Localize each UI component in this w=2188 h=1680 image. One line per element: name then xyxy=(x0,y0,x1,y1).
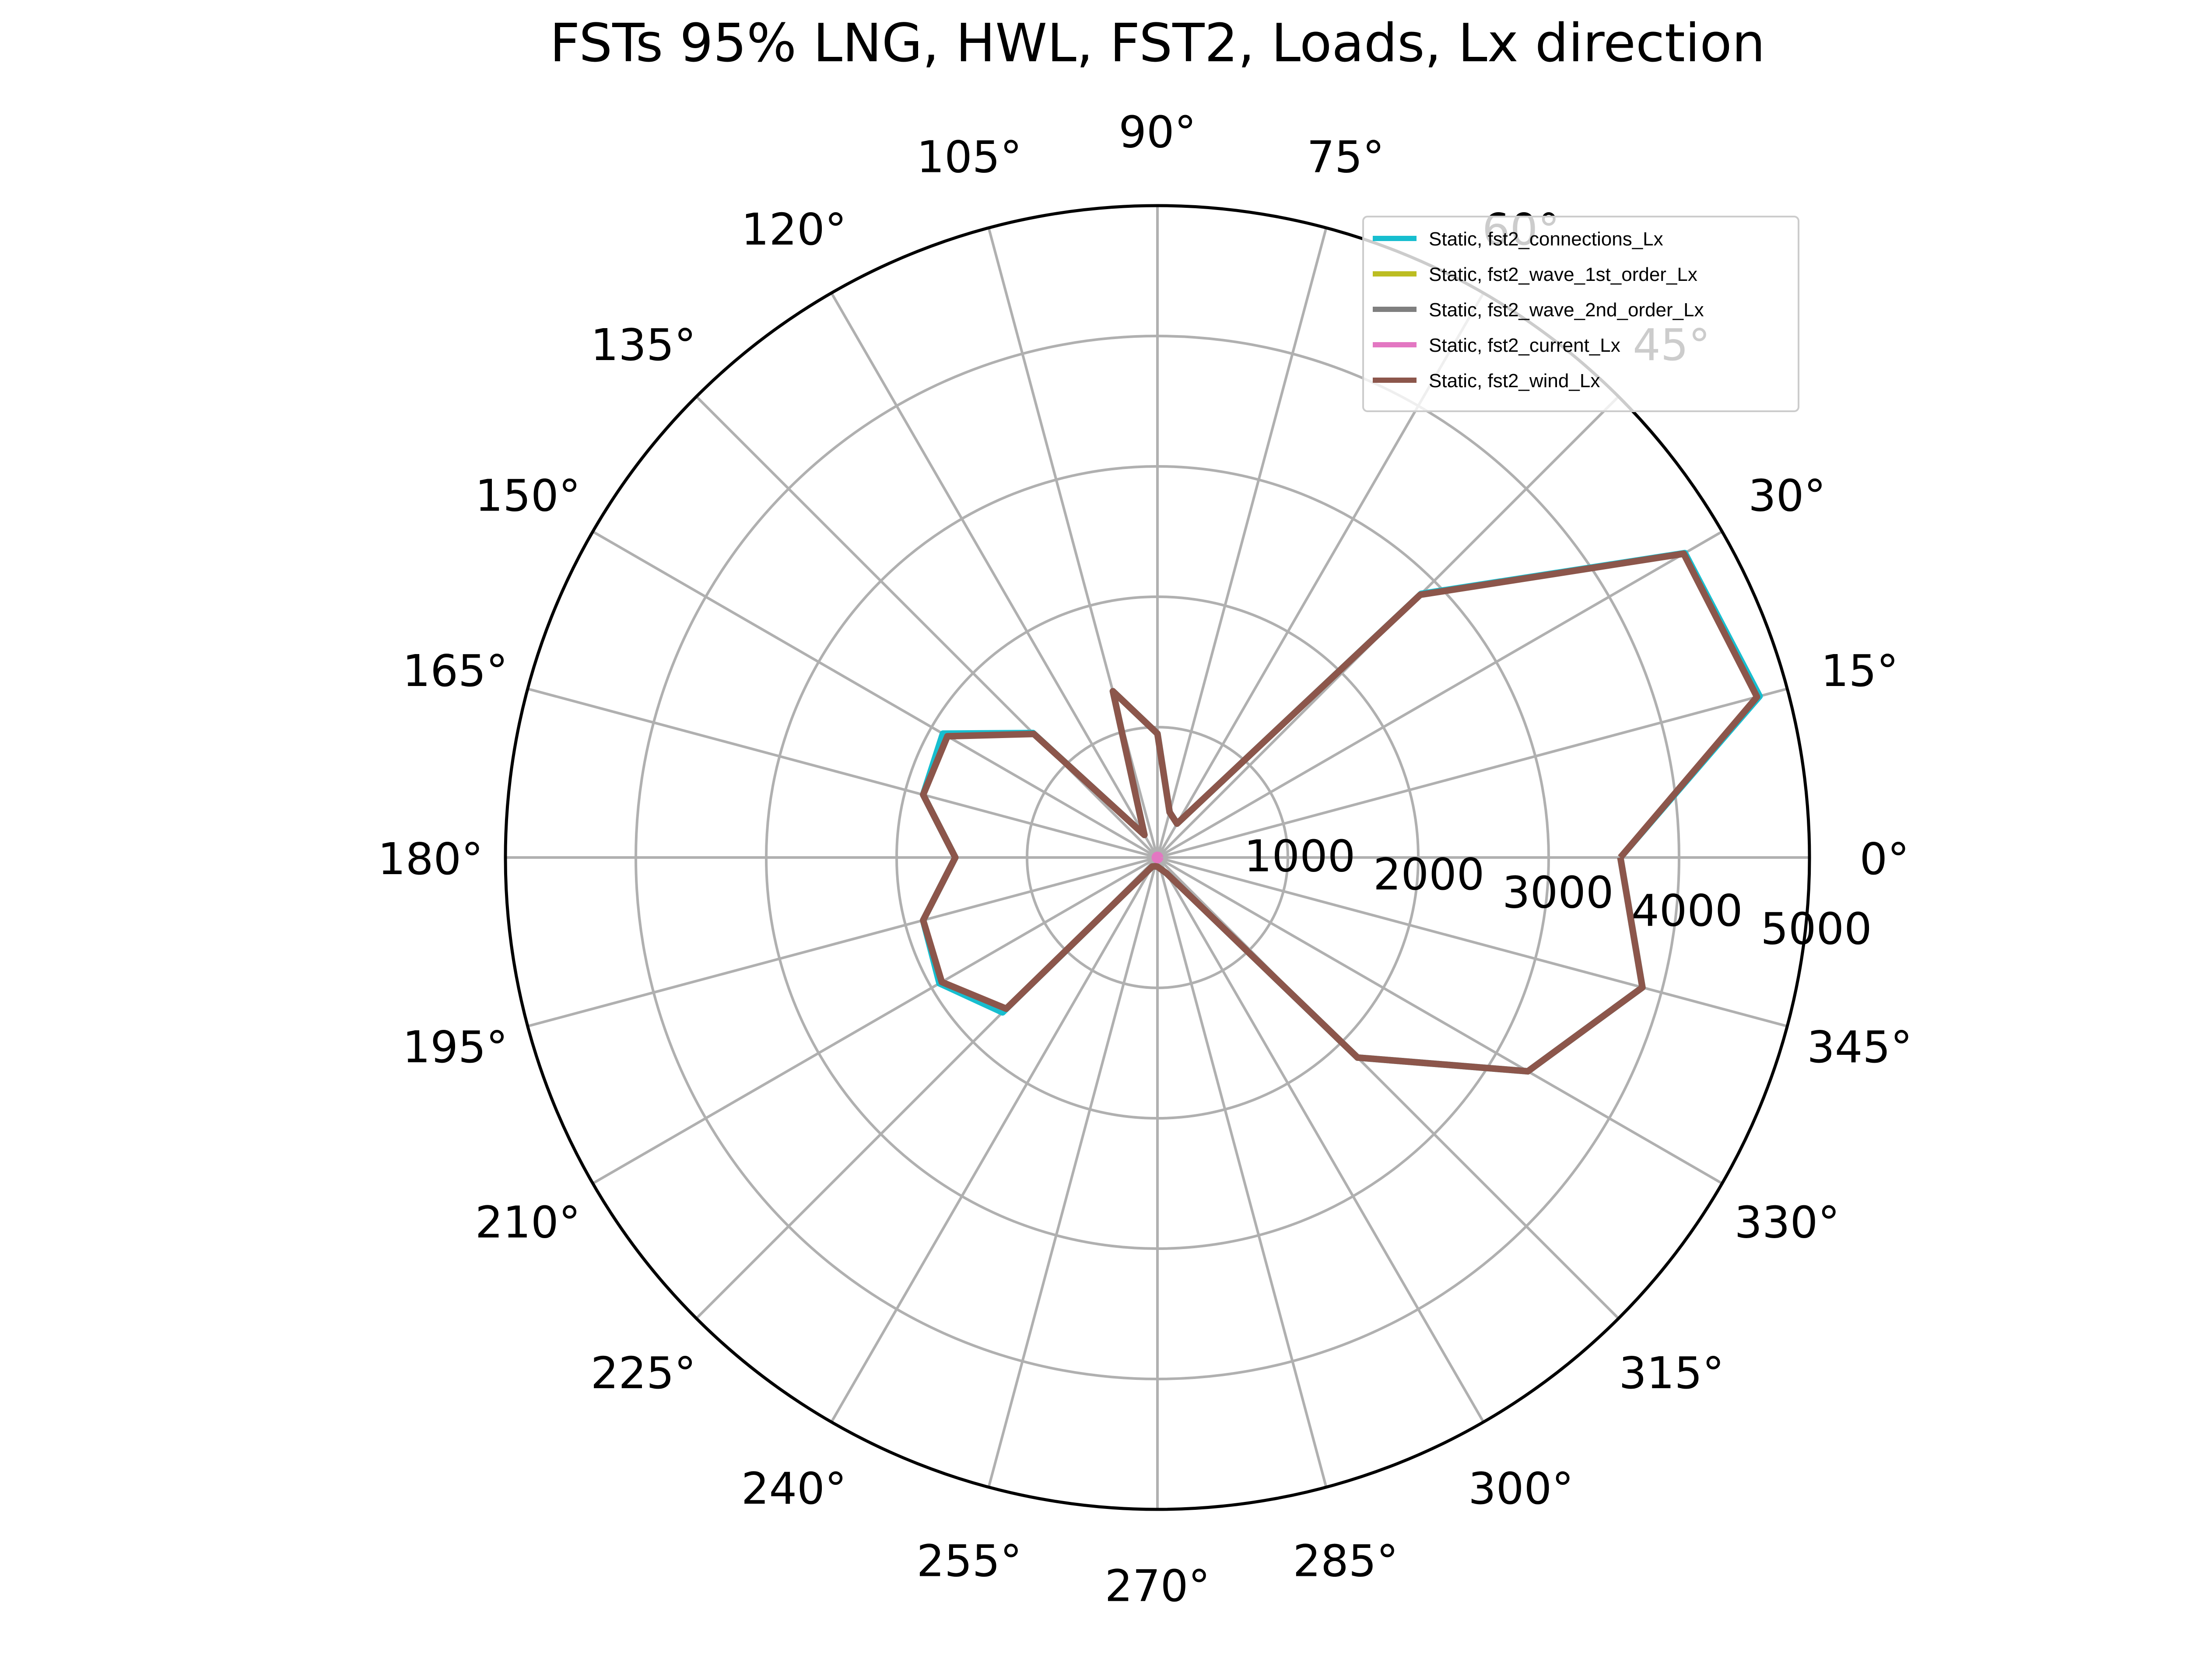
grid-spoke-15 xyxy=(1157,687,1788,859)
r-tick-label: 3000 xyxy=(1502,867,1614,918)
theta-tick-label: 150° xyxy=(475,470,581,521)
r-tick-label: 5000 xyxy=(1760,903,1872,954)
r-tick-label: 2000 xyxy=(1373,849,1485,900)
grid-spoke-150 xyxy=(592,530,1158,859)
theta-tick-label: 30° xyxy=(1748,470,1826,521)
grid-spoke-330 xyxy=(1157,856,1723,1185)
theta-tick-label: 195° xyxy=(403,1022,508,1073)
grid-spoke-195 xyxy=(527,856,1158,1028)
grid-spoke-255 xyxy=(987,857,1159,1488)
legend: Static, fst2_connections_Lx Static, fst2_… xyxy=(1362,216,1799,412)
grid-spoke-210 xyxy=(592,856,1158,1185)
legend-entry-2: Static, fst2_wave_2nd_order_Lx xyxy=(1429,299,1704,321)
theta-tick-label: 75° xyxy=(1307,131,1384,182)
legend-entry-3: Static, fst2_current_Lx xyxy=(1429,335,1620,356)
theta-tick-label: 285° xyxy=(1293,1536,1399,1587)
theta-tick-label: 210° xyxy=(475,1197,581,1248)
series-line-3 xyxy=(1151,851,1164,864)
grid-spoke-240 xyxy=(830,857,1159,1423)
grid-spoke-300 xyxy=(1156,857,1485,1423)
legend-entry-0: Static, fst2_connections_Lx xyxy=(1429,228,1663,250)
theta-tick-label: 300° xyxy=(1468,1463,1574,1514)
legend-entry-4: Static, fst2_wind_Lx xyxy=(1429,370,1600,392)
grid-spoke-120 xyxy=(830,292,1159,858)
r-tick-label: 1000 xyxy=(1244,830,1356,882)
theta-tick-label: 315° xyxy=(1619,1348,1724,1399)
grid-spoke-30 xyxy=(1157,530,1723,859)
theta-tick-label: 180° xyxy=(378,833,483,885)
series-layer xyxy=(920,550,1763,1075)
grid-ring-4000 xyxy=(635,335,1680,1380)
legend-entry-1: Static, fst2_wave_1st_order_Lx xyxy=(1429,264,1697,285)
grid-spoke-165 xyxy=(527,687,1158,859)
tick-labels: 0°15°30°45°60°75°90°105°120°135°150°165°… xyxy=(378,107,1912,1612)
grid-ring-3000 xyxy=(765,465,1550,1250)
legend-box xyxy=(1362,216,1799,412)
grid-ring-1000 xyxy=(1026,726,1289,989)
theta-tick-label: 255° xyxy=(917,1536,1022,1587)
polar-frame xyxy=(504,204,1811,1511)
r-tick-label: 4000 xyxy=(1631,885,1743,936)
grid-spoke-345 xyxy=(1157,856,1788,1028)
chart-title: FSTs 95% LNG, HWL, FST2, Loads, Lx direc… xyxy=(550,13,1765,74)
theta-tick-label: 240° xyxy=(741,1463,847,1514)
theta-tick-label: 165° xyxy=(403,645,508,696)
theta-tick-label: 15° xyxy=(1821,645,1898,696)
theta-tick-label: 270° xyxy=(1105,1560,1210,1611)
grid-spoke-75 xyxy=(1156,227,1328,858)
grid-spoke-105 xyxy=(987,227,1159,858)
theta-tick-label: 135° xyxy=(591,319,696,371)
grid-spoke-285 xyxy=(1156,857,1328,1488)
theta-tick-label: 105° xyxy=(917,131,1022,182)
grid-ring-2000 xyxy=(895,595,1420,1120)
series-line-4 xyxy=(920,550,1760,1075)
theta-tick-label: 0° xyxy=(1860,833,1910,885)
theta-tick-label: 345° xyxy=(1807,1022,1912,1073)
theta-tick-label: 120° xyxy=(741,204,847,255)
theta-tick-label: 330° xyxy=(1734,1197,1840,1248)
theta-tick-label: 225° xyxy=(591,1348,696,1399)
theta-tick-label: 90° xyxy=(1119,107,1196,158)
polar-grid xyxy=(504,204,1811,1511)
